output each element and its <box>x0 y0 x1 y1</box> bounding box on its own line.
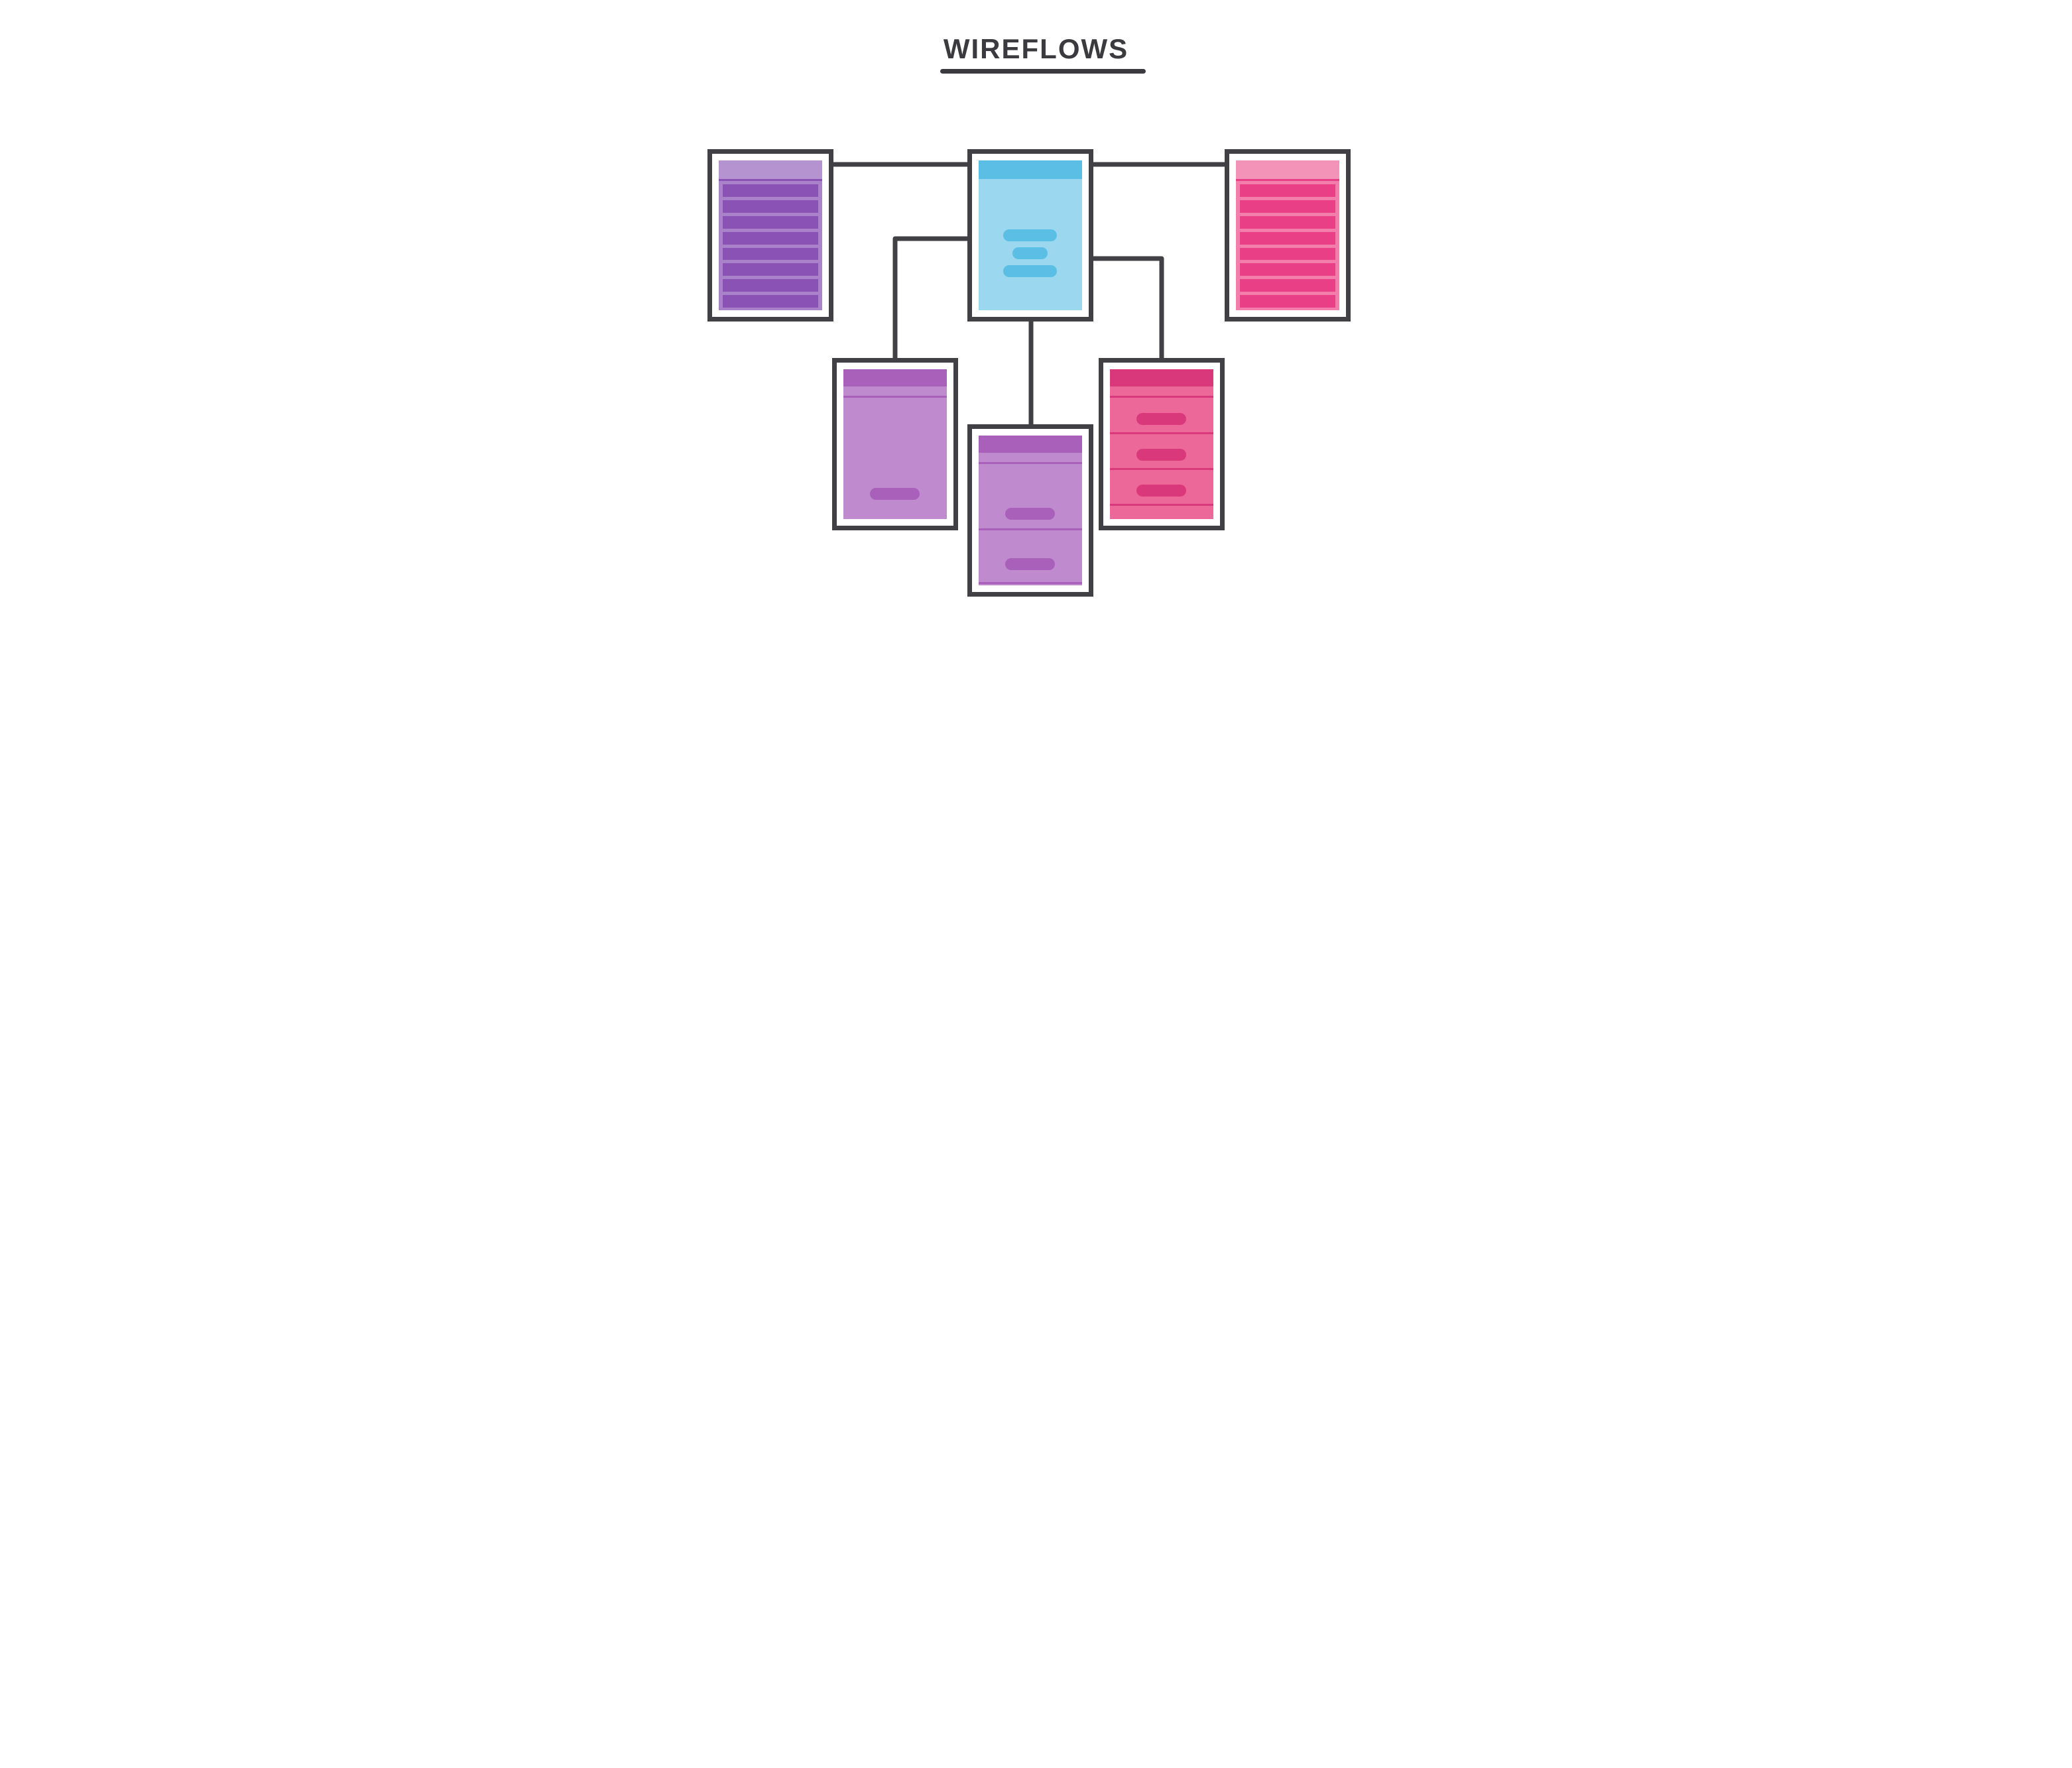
page-title: WIREFLOWS <box>944 33 1128 65</box>
title-underline <box>940 69 1146 74</box>
screen-purple-list <box>707 149 833 322</box>
screen-center <box>967 149 1093 322</box>
screen-pink-three <box>1099 358 1225 530</box>
screen-pink-list <box>1225 149 1351 322</box>
screen-purple-simple <box>832 358 958 530</box>
wireflows-diagram: WIREFLOWS <box>648 0 1425 663</box>
screen-purple-two <box>967 424 1093 597</box>
